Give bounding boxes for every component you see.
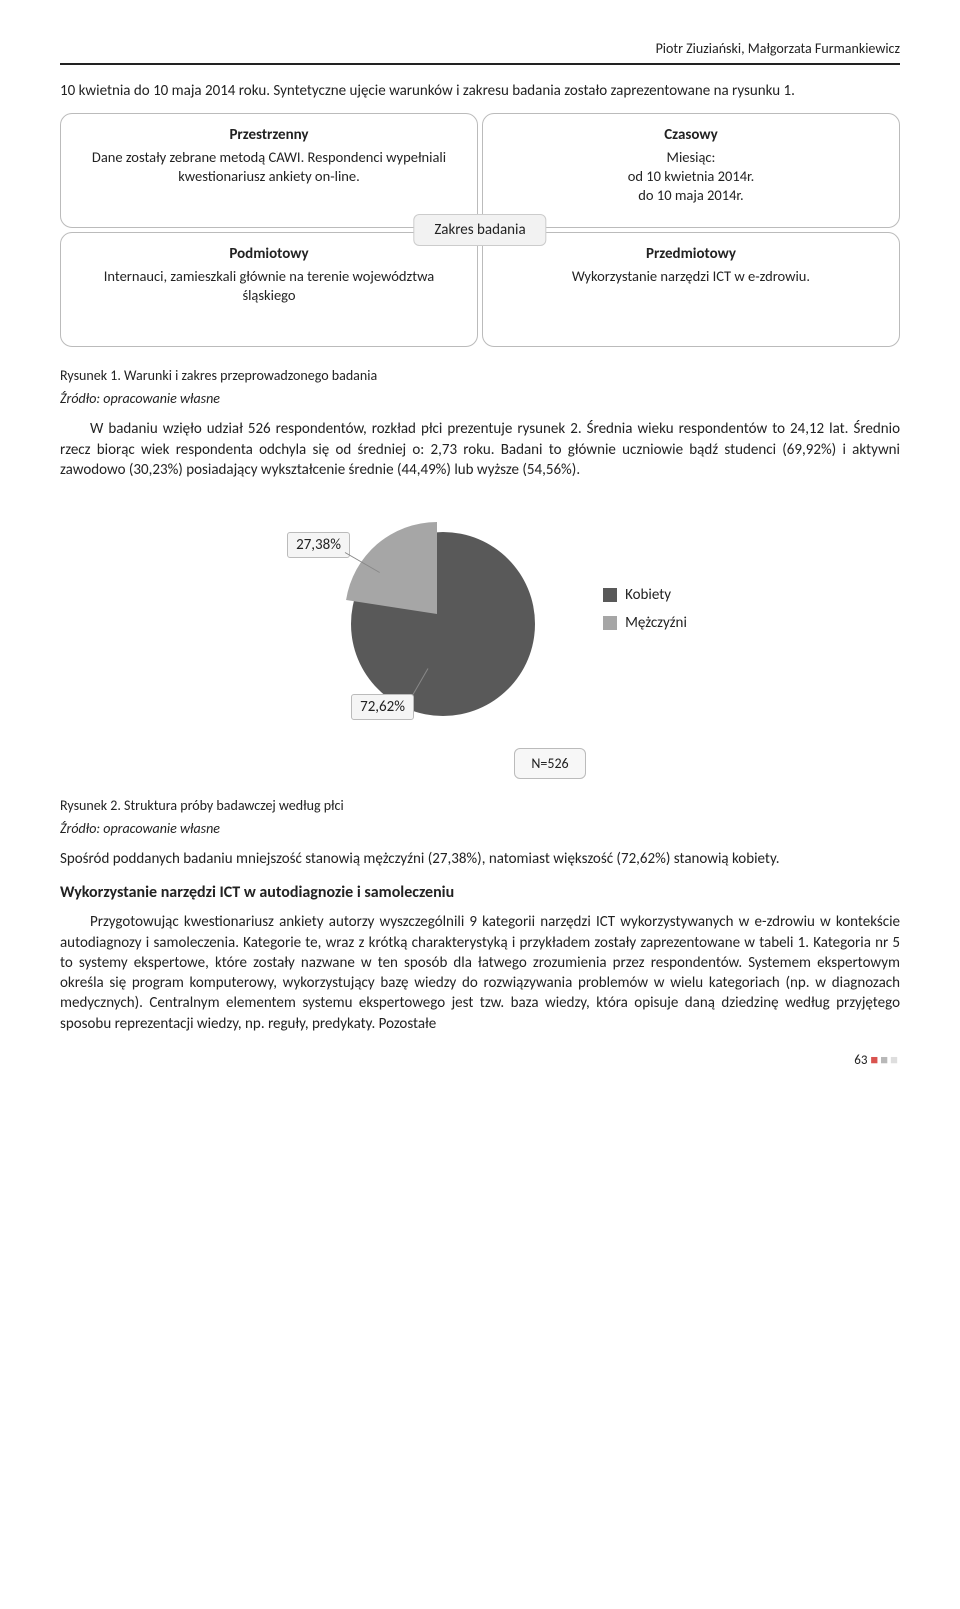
figure1-source: Źródło: opracowanie własne: [60, 390, 900, 407]
scope-cell-body: Dane zostały zebrane metodą CAWI. Respon…: [77, 148, 461, 186]
pie-svg: [273, 494, 573, 734]
figure2-caption: Rysunek 2. Struktura próby badawczej wed…: [60, 797, 900, 814]
intro-paragraph: 10 kwietnia do 10 maja 2014 roku. Syntet…: [60, 81, 900, 101]
pie-chart: 27,38% 72,62% Kobiety Mężczyźni: [60, 494, 900, 734]
legend-label: Mężczyźni: [625, 614, 687, 632]
page-dots-icon: ■■■: [870, 1053, 900, 1068]
scope-cell-czasowy: Czasowy Miesiąc: od 10 kwietnia 2014r. d…: [482, 113, 900, 228]
scope-cell-title: Przestrzenny: [77, 126, 461, 144]
scope-cell-przestrzenny: Przestrzenny Dane zostały zebrane metodą…: [60, 113, 478, 228]
legend-swatch: [603, 616, 617, 630]
figure1-caption: Rysunek 1. Warunki i zakres przeprowadzo…: [60, 367, 900, 384]
pie-label-mezczyzni: 27,38%: [287, 532, 350, 558]
legend-row-kobiety: Kobiety: [603, 586, 687, 604]
page-number-value: 63: [854, 1053, 867, 1068]
scope-cell-title: Podmiotowy: [77, 245, 461, 263]
section-body: Przygotowując kwestionariusz ankiety aut…: [60, 912, 900, 1034]
scope-diagram: Przestrzenny Dane zostały zebrane metodą…: [60, 113, 900, 347]
scope-cell-przedmiotowy: Przedmiotowy Wykorzystanie narzędzi ICT …: [482, 232, 900, 347]
header-divider: [60, 63, 900, 65]
scope-cell-body: Miesiąc: od 10 kwietnia 2014r. do 10 maj…: [499, 148, 883, 205]
paragraph-3: Spośród poddanych badaniu mniejszość sta…: [60, 849, 900, 869]
scope-cell-body: Wykorzystanie narzędzi ICT w e-zdrowiu.: [499, 267, 883, 286]
figure2-source: Źródło: opracowanie własne: [60, 820, 900, 837]
pie-label-kobiety: 72,62%: [351, 694, 414, 720]
paragraph-2: W badaniu wzięło udział 526 respondentów…: [60, 419, 900, 480]
scope-cell-podmiotowy: Podmiotowy Internauci, zamieszkali główn…: [60, 232, 478, 347]
scope-center-badge: Zakres badania: [413, 214, 546, 246]
section-heading: Wykorzystanie narzędzi ICT w autodiagnoz…: [60, 883, 900, 902]
page-number: 63 ■■■: [60, 1052, 900, 1068]
n-badge: N=526: [514, 748, 585, 779]
scope-cell-title: Przedmiotowy: [499, 245, 883, 263]
scope-cell-body: Internauci, zamieszkali głównie na teren…: [77, 267, 461, 305]
pie-slice-mezczyzni: [346, 522, 437, 614]
header-authors: Piotr Ziuziański, Małgorzata Furmankiewi…: [60, 40, 900, 57]
legend-swatch: [603, 588, 617, 602]
scope-cell-title: Czasowy: [499, 126, 883, 144]
pie-legend: Kobiety Mężczyźni: [603, 586, 687, 642]
legend-row-mezczyzni: Mężczyźni: [603, 614, 687, 632]
legend-label: Kobiety: [625, 586, 671, 604]
